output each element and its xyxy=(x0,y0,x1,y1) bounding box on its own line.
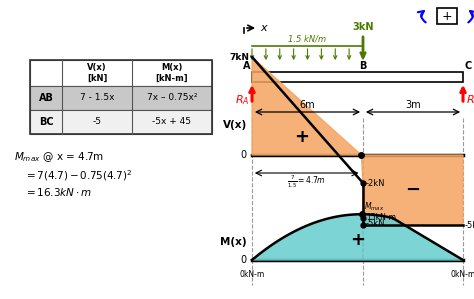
Text: -2kN: -2kN xyxy=(366,179,385,187)
Text: -5kN: -5kN xyxy=(465,220,474,230)
Text: 0: 0 xyxy=(241,255,247,265)
Text: AB: AB xyxy=(38,93,54,103)
Text: $\frac{7}{1.5}=4.7m$: $\frac{7}{1.5}=4.7m$ xyxy=(287,174,326,190)
Text: -5: -5 xyxy=(92,118,101,126)
Text: +: + xyxy=(442,10,452,22)
Text: 0kN-m: 0kN-m xyxy=(239,270,264,279)
FancyBboxPatch shape xyxy=(30,110,212,134)
Text: $M_{max}$: $M_{max}$ xyxy=(364,201,384,213)
Text: 7x – 0.75x²: 7x – 0.75x² xyxy=(147,94,197,103)
Text: −: − xyxy=(405,181,420,199)
Text: $M_{max}$ @ x = 4.7m: $M_{max}$ @ x = 4.7m xyxy=(14,150,103,164)
Text: M(x): M(x) xyxy=(220,237,247,247)
Text: +: + xyxy=(350,231,365,249)
Text: 6m: 6m xyxy=(300,100,315,110)
Text: BC: BC xyxy=(39,117,53,127)
Text: V(x): V(x) xyxy=(223,120,247,130)
FancyBboxPatch shape xyxy=(30,86,212,110)
Text: $= 16.3kN \cdot m$: $= 16.3kN \cdot m$ xyxy=(24,186,92,198)
FancyBboxPatch shape xyxy=(437,8,457,24)
Text: $= 7(4.7) - 0.75(4.7)^2$: $= 7(4.7) - 0.75(4.7)^2$ xyxy=(24,168,132,183)
Text: $R_C$: $R_C$ xyxy=(466,93,474,107)
FancyBboxPatch shape xyxy=(252,72,463,82)
Text: 0kN-m: 0kN-m xyxy=(450,270,474,279)
Text: x: x xyxy=(260,23,266,33)
Text: 7 - 1.5x: 7 - 1.5x xyxy=(80,94,114,103)
Polygon shape xyxy=(252,214,463,260)
Text: 3m: 3m xyxy=(405,100,421,110)
Text: A: A xyxy=(243,61,250,71)
FancyBboxPatch shape xyxy=(30,60,212,86)
Text: 0: 0 xyxy=(241,150,247,160)
Text: V(x)
[kN]: V(x) [kN] xyxy=(87,63,107,83)
Polygon shape xyxy=(361,155,463,225)
Text: B: B xyxy=(359,61,367,71)
Text: -5kN: -5kN xyxy=(366,219,385,228)
Text: 3kN: 3kN xyxy=(352,22,374,32)
Text: 1.5 kN/m: 1.5 kN/m xyxy=(289,35,327,44)
Text: +: + xyxy=(294,128,309,146)
Text: 7kN: 7kN xyxy=(229,53,249,62)
Text: $R_A$: $R_A$ xyxy=(235,93,249,107)
Text: 15kN-m: 15kN-m xyxy=(366,213,396,222)
Polygon shape xyxy=(252,57,361,155)
Text: C: C xyxy=(465,61,472,71)
Text: M(x)
[kN-m]: M(x) [kN-m] xyxy=(155,63,188,83)
Text: -5x + 45: -5x + 45 xyxy=(153,118,191,126)
